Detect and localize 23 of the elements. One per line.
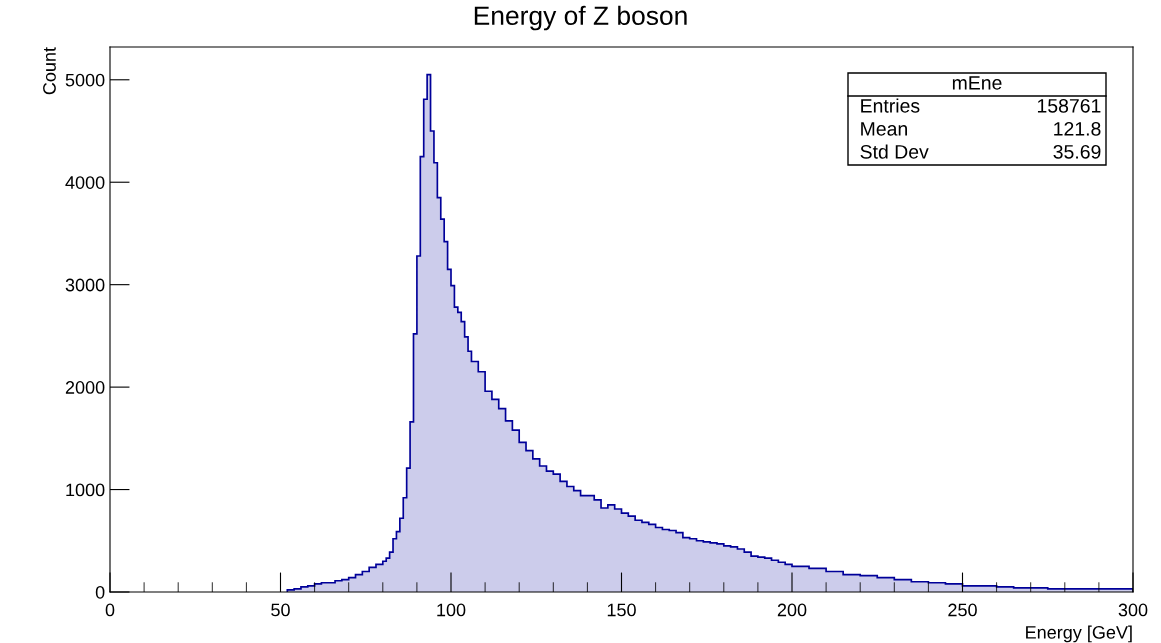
y-tick-label: 2000 <box>65 381 105 394</box>
y-tick-label: 3000 <box>65 278 105 292</box>
annotation: 158761 <box>1037 98 1101 113</box>
x-tick-label: 250 <box>948 603 977 617</box>
x-tick-label: 0 <box>105 603 115 617</box>
x-tick-label: 200 <box>777 603 807 617</box>
y-tick-label: 0 <box>95 585 105 599</box>
annotation: Mean <box>861 122 907 136</box>
annotation: mEne <box>952 76 1002 90</box>
x-tick-label: 300 <box>1118 603 1148 617</box>
annotation: 35.69 <box>1053 144 1101 159</box>
annotation: 121.8 <box>1054 121 1101 136</box>
y-axis-title: Count <box>43 47 56 95</box>
annotation: Entries <box>861 98 920 113</box>
x-tick-label: 50 <box>271 603 290 617</box>
annotation: Std Dev <box>860 144 929 159</box>
x-tick-label: 150 <box>607 603 636 617</box>
x-tick-label: 100 <box>437 603 466 617</box>
chart-title: Energy of Z boson <box>474 5 687 31</box>
x-axis-title: Energy [GeV] <box>1026 625 1132 643</box>
y-tick-label: 5000 <box>65 73 105 87</box>
y-tick-label: 1000 <box>66 483 105 497</box>
y-tick-label: 4000 <box>65 176 105 189</box>
